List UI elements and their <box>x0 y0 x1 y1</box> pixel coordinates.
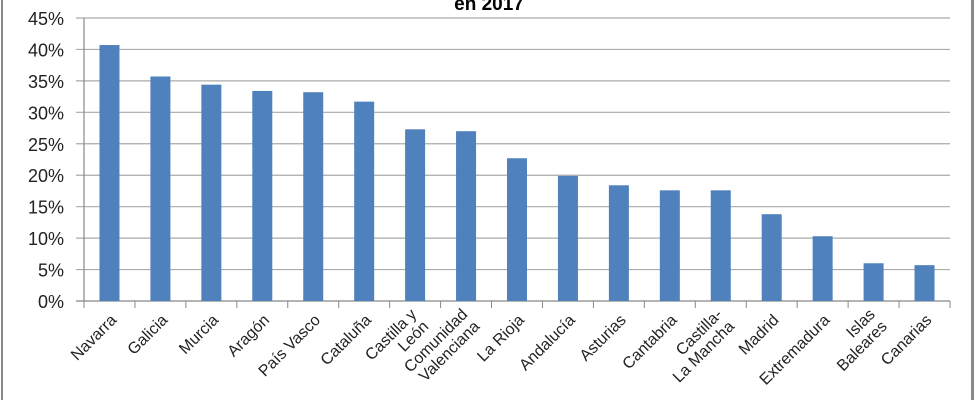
x-tick-label: Andalucía <box>516 312 578 374</box>
x-tick-label: Cataluña <box>318 312 375 369</box>
y-tick-label: 25% <box>28 135 64 155</box>
x-tick-label: Murcia <box>176 312 222 358</box>
bar <box>812 236 833 301</box>
y-tick-label: 5% <box>38 261 64 281</box>
y-tick-label: 10% <box>28 229 64 249</box>
bar <box>456 131 477 301</box>
x-tick-label: La Rioja <box>474 312 528 366</box>
bar <box>608 185 629 301</box>
y-tick-label: 30% <box>28 103 64 123</box>
x-tick-label: Canarias <box>878 312 935 369</box>
y-tick-label: 0% <box>38 292 64 312</box>
bar <box>761 214 782 301</box>
bar <box>863 263 884 301</box>
bar <box>507 158 527 301</box>
bar <box>557 175 578 301</box>
x-tick-label: Madrid <box>736 312 783 359</box>
bar <box>710 190 731 301</box>
y-tick-label: 45% <box>28 9 64 29</box>
x-tick-label: Asturias <box>577 312 630 365</box>
bar <box>303 92 324 301</box>
x-tick-label: IslasBaleares <box>822 306 891 375</box>
bar <box>405 129 426 301</box>
bar <box>201 84 222 301</box>
x-tick-label: Aragón <box>225 312 274 361</box>
bar <box>914 265 935 301</box>
y-tick-label: 15% <box>28 198 64 218</box>
bar <box>252 90 273 301</box>
chart-title: en 2017 <box>454 0 524 15</box>
bar <box>354 101 375 302</box>
x-tick-label: Cantabria <box>620 312 681 373</box>
bar <box>99 45 120 301</box>
x-tick-label: Navarra <box>68 312 120 364</box>
y-tick-label: 40% <box>28 40 64 60</box>
y-tick-label: 35% <box>28 72 64 92</box>
x-tick-label: Galicia <box>125 312 172 359</box>
bar <box>659 190 680 301</box>
y-tick-label: 20% <box>28 166 64 186</box>
bar <box>150 76 171 301</box>
